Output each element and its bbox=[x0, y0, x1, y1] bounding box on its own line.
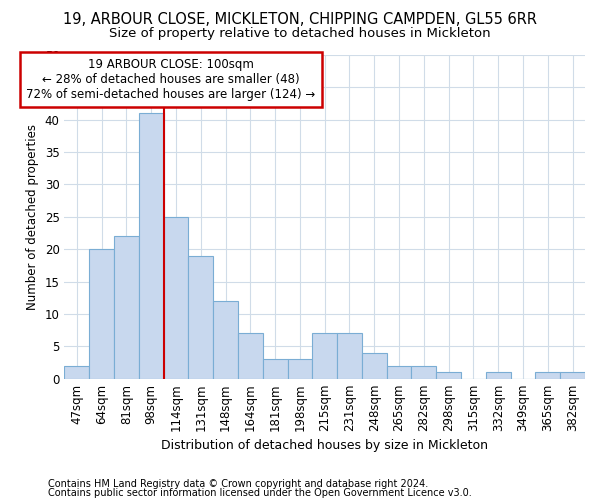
Bar bbox=[139, 114, 164, 378]
Y-axis label: Number of detached properties: Number of detached properties bbox=[26, 124, 39, 310]
Bar bbox=[164, 217, 188, 378]
Bar bbox=[238, 334, 263, 378]
Bar bbox=[64, 366, 89, 378]
Bar bbox=[313, 334, 337, 378]
Text: Contains HM Land Registry data © Crown copyright and database right 2024.: Contains HM Land Registry data © Crown c… bbox=[48, 479, 428, 489]
Bar bbox=[287, 360, 313, 378]
Bar bbox=[263, 360, 287, 378]
Bar bbox=[486, 372, 511, 378]
Text: Size of property relative to detached houses in Mickleton: Size of property relative to detached ho… bbox=[109, 28, 491, 40]
Bar bbox=[114, 236, 139, 378]
Text: Contains public sector information licensed under the Open Government Licence v3: Contains public sector information licen… bbox=[48, 488, 472, 498]
Text: 19, ARBOUR CLOSE, MICKLETON, CHIPPING CAMPDEN, GL55 6RR: 19, ARBOUR CLOSE, MICKLETON, CHIPPING CA… bbox=[63, 12, 537, 28]
Bar bbox=[535, 372, 560, 378]
Bar bbox=[188, 256, 213, 378]
Bar bbox=[412, 366, 436, 378]
Bar bbox=[386, 366, 412, 378]
Bar bbox=[89, 249, 114, 378]
Bar bbox=[560, 372, 585, 378]
Text: 19 ARBOUR CLOSE: 100sqm
← 28% of detached houses are smaller (48)
72% of semi-de: 19 ARBOUR CLOSE: 100sqm ← 28% of detache… bbox=[26, 58, 316, 101]
Bar bbox=[436, 372, 461, 378]
Bar bbox=[337, 334, 362, 378]
Bar bbox=[362, 353, 386, 378]
Bar bbox=[213, 301, 238, 378]
X-axis label: Distribution of detached houses by size in Mickleton: Distribution of detached houses by size … bbox=[161, 440, 488, 452]
